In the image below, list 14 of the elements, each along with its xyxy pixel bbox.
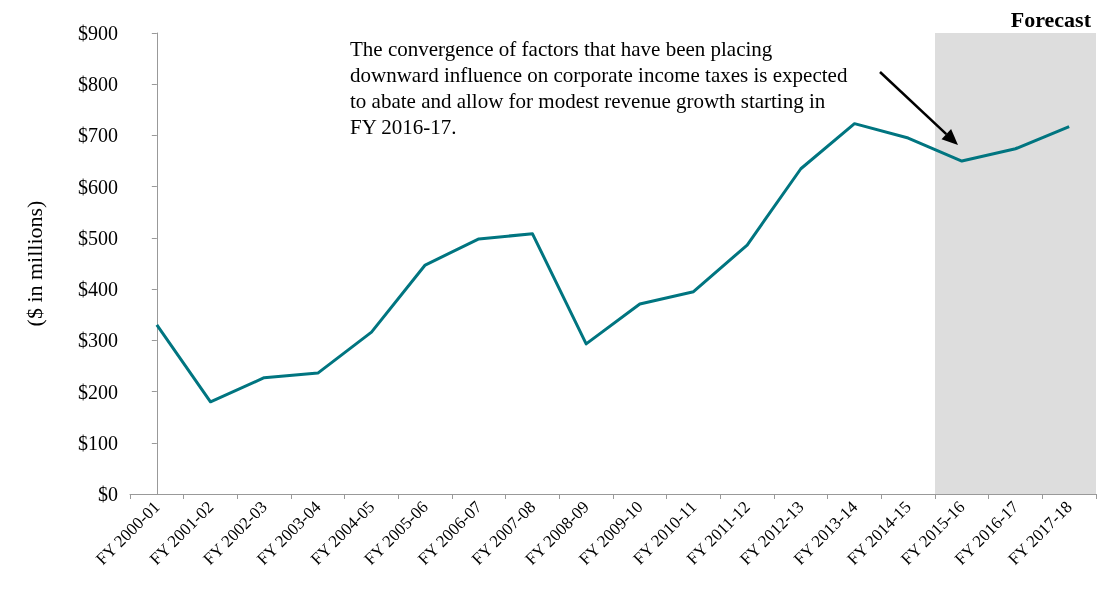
y-tick-label: $400 (78, 278, 118, 301)
y-tick-label: $800 (78, 73, 118, 96)
y-tick-label: $200 (78, 380, 118, 403)
y-tick-label: $0 (98, 483, 118, 505)
line-series (155, 122, 1071, 404)
y-axis-title: ($ in millions) (21, 200, 47, 327)
y-tick-label: $500 (78, 226, 118, 249)
annotation: The convergence of factors that have been placing downward influence on corporate income taxes is expected to abate and allow for modest revenue growth starting in FY 2016-17. (350, 36, 849, 140)
y-tick-label: $300 (78, 329, 118, 352)
y-tick-label: $600 (78, 175, 118, 198)
y-tick-label: $900 (78, 22, 118, 44)
band-label: Forecast (1010, 6, 1092, 32)
y-tick-label: $100 (78, 431, 118, 454)
y-tick-label: $700 (78, 124, 118, 147)
